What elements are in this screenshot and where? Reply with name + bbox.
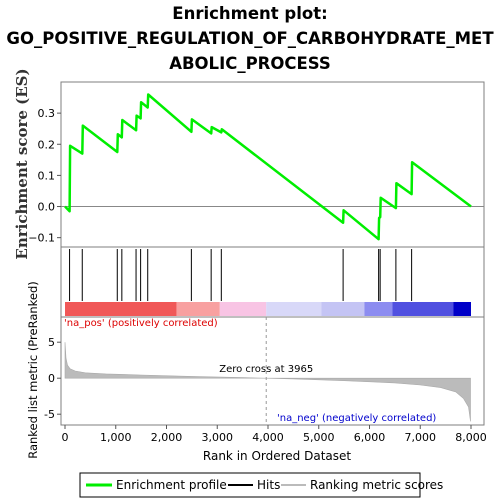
rank-x-axis: 0 1,000 2,000 3,000 4,000 5,000 6,000 7,000 8,00… [62, 425, 487, 444]
legend-label-enrichment: Enrichment profile [116, 478, 227, 492]
positive-correlation-label: 'na_pos' (positively correlated) [64, 318, 218, 329]
metric-y-tick-label: 0 [48, 372, 55, 385]
es-y-axis-label: Enrichment score (ES) [13, 68, 31, 259]
ranking-heat-bar [65, 302, 471, 316]
legend-label-metric: Ranking metric scores [310, 478, 443, 492]
x-tick-label: 1,000 [100, 431, 132, 444]
zero-cross-label: Zero cross at 3965 [219, 364, 313, 375]
x-tick-label: 6,000 [354, 431, 386, 444]
x-tick-label: 7,000 [405, 431, 437, 444]
x-axis-label: Rank in Ordered Dataset [203, 449, 351, 463]
hit-markers [69, 249, 413, 301]
enrichment-profile-line [64, 93, 472, 241]
heat-bar-segment [219, 302, 267, 316]
es-y-tick-label: 0.3 [38, 107, 56, 120]
es-y-tick-label: 0.1 [38, 169, 56, 182]
legend-label-hits: Hits [257, 478, 280, 492]
es-y-tick-label: 0.2 [38, 138, 56, 151]
x-tick-label: 8,000 [455, 431, 487, 444]
heat-bar-segment [392, 302, 454, 316]
enrichment-profile-series [64, 93, 472, 241]
heat-bar-segment [364, 302, 393, 316]
es-y-tick-label: 0.0 [38, 201, 56, 214]
heat-bar-segment [266, 302, 322, 316]
chart-title-line-1: Enrichment plot: [172, 4, 327, 23]
metric-y-tick-label: 5 [48, 336, 55, 349]
negative-correlation-label: 'na_neg' (negatively correlated) [277, 413, 436, 424]
metric-y-tick-label: -5 [44, 408, 55, 421]
x-tick-label: 5,000 [303, 431, 335, 444]
heat-bar-segment [176, 302, 220, 316]
x-tick-label: 2,000 [151, 431, 183, 444]
heat-bar-segment [321, 302, 365, 316]
metric-panel-frame [60, 316, 485, 426]
metric-y-axis-label: Ranked list metric (PreRanked) [26, 281, 40, 459]
x-tick-label: 0 [62, 431, 69, 444]
es-y-axis: −0.1 0.0 0.1 0.2 0.3 [28, 107, 61, 245]
chart-title-line-3: ABOLIC_PROCESS [169, 54, 331, 73]
es-panel-frame [60, 81, 485, 248]
x-tick-label: 3,000 [202, 431, 234, 444]
chart-title-line-2: GO_POSITIVE_REGULATION_OF_CARBOHYDRATE_M… [6, 29, 494, 48]
x-tick-label: 4,000 [252, 431, 284, 444]
heat-bar-segment [65, 302, 177, 316]
heat-bar-segment [453, 302, 471, 316]
metric-y-axis: -5 0 5 [44, 336, 61, 421]
es-y-tick-label: −0.1 [28, 232, 55, 245]
